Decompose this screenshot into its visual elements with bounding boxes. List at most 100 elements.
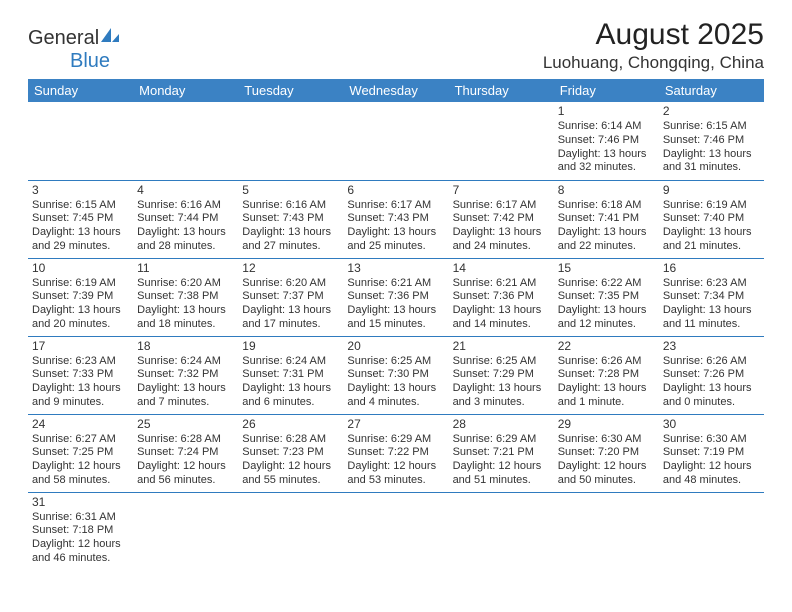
- calendar-cell: 5Sunrise: 6:16 AMSunset: 7:43 PMDaylight…: [238, 180, 343, 258]
- daylight-2: and 51 minutes.: [453, 474, 550, 488]
- calendar-cell: 8Sunrise: 6:18 AMSunset: 7:41 PMDaylight…: [554, 180, 659, 258]
- sunrise: Sunrise: 6:23 AM: [663, 277, 760, 291]
- sunset: Sunset: 7:44 PM: [137, 212, 234, 226]
- calendar-cell: 27Sunrise: 6:29 AMSunset: 7:22 PMDayligh…: [343, 414, 448, 492]
- location: Luohuang, Chongqing, China: [543, 53, 764, 73]
- daylight-1: Daylight: 12 hours: [663, 460, 760, 474]
- calendar-cell: [659, 492, 764, 570]
- daylight-2: and 21 minutes.: [663, 240, 760, 254]
- calendar-cell: [133, 102, 238, 180]
- sunrise: Sunrise: 6:17 AM: [347, 199, 444, 213]
- day-number: 23: [663, 339, 760, 354]
- sunrise: Sunrise: 6:27 AM: [32, 433, 129, 447]
- daylight-2: and 46 minutes.: [32, 552, 129, 566]
- daylight-2: and 18 minutes.: [137, 318, 234, 332]
- daylight-2: and 22 minutes.: [558, 240, 655, 254]
- calendar-cell: 4Sunrise: 6:16 AMSunset: 7:44 PMDaylight…: [133, 180, 238, 258]
- daylight-2: and 4 minutes.: [347, 396, 444, 410]
- calendar-cell: 28Sunrise: 6:29 AMSunset: 7:21 PMDayligh…: [449, 414, 554, 492]
- daylight-1: Daylight: 13 hours: [242, 304, 339, 318]
- calendar-cell: 24Sunrise: 6:27 AMSunset: 7:25 PMDayligh…: [28, 414, 133, 492]
- day-number: 7: [453, 183, 550, 198]
- daylight-1: Daylight: 12 hours: [32, 460, 129, 474]
- sunrise: Sunrise: 6:28 AM: [137, 433, 234, 447]
- calendar-cell: 3Sunrise: 6:15 AMSunset: 7:45 PMDaylight…: [28, 180, 133, 258]
- daylight-2: and 29 minutes.: [32, 240, 129, 254]
- calendar-cell: 29Sunrise: 6:30 AMSunset: 7:20 PMDayligh…: [554, 414, 659, 492]
- day-number: 9: [663, 183, 760, 198]
- daylight-2: and 27 minutes.: [242, 240, 339, 254]
- sunset: Sunset: 7:29 PM: [453, 368, 550, 382]
- calendar-row: 31Sunrise: 6:31 AMSunset: 7:18 PMDayligh…: [28, 492, 764, 570]
- day-number: 24: [32, 417, 129, 432]
- sunset: Sunset: 7:31 PM: [242, 368, 339, 382]
- daylight-1: Daylight: 13 hours: [558, 382, 655, 396]
- sunset: Sunset: 7:26 PM: [663, 368, 760, 382]
- calendar-cell: [343, 102, 448, 180]
- daylight-2: and 15 minutes.: [347, 318, 444, 332]
- calendar-cell: [238, 102, 343, 180]
- daylight-1: Daylight: 13 hours: [242, 382, 339, 396]
- daylight-2: and 56 minutes.: [137, 474, 234, 488]
- day-number: 28: [453, 417, 550, 432]
- daylight-1: Daylight: 13 hours: [453, 226, 550, 240]
- sunset: Sunset: 7:30 PM: [347, 368, 444, 382]
- daylight-1: Daylight: 13 hours: [347, 382, 444, 396]
- sunrise: Sunrise: 6:21 AM: [347, 277, 444, 291]
- daylight-1: Daylight: 13 hours: [558, 226, 655, 240]
- day-number: 6: [347, 183, 444, 198]
- sunrise: Sunrise: 6:20 AM: [137, 277, 234, 291]
- weekday-header: Thursday: [449, 79, 554, 102]
- calendar-table: SundayMondayTuesdayWednesdayThursdayFrid…: [28, 79, 764, 570]
- month-title: August 2025: [543, 18, 764, 51]
- day-number: 19: [242, 339, 339, 354]
- day-number: 25: [137, 417, 234, 432]
- daylight-1: Daylight: 12 hours: [453, 460, 550, 474]
- sunrise: Sunrise: 6:26 AM: [558, 355, 655, 369]
- sunrise: Sunrise: 6:28 AM: [242, 433, 339, 447]
- calendar-cell: 9Sunrise: 6:19 AMSunset: 7:40 PMDaylight…: [659, 180, 764, 258]
- day-number: 1: [558, 104, 655, 119]
- calendar-cell: 25Sunrise: 6:28 AMSunset: 7:24 PMDayligh…: [133, 414, 238, 492]
- daylight-2: and 50 minutes.: [558, 474, 655, 488]
- day-number: 2: [663, 104, 760, 119]
- day-number: 27: [347, 417, 444, 432]
- sunset: Sunset: 7:38 PM: [137, 290, 234, 304]
- sunrise: Sunrise: 6:17 AM: [453, 199, 550, 213]
- sunrise: Sunrise: 6:22 AM: [558, 277, 655, 291]
- daylight-2: and 3 minutes.: [453, 396, 550, 410]
- weekday-header: Wednesday: [343, 79, 448, 102]
- sunset: Sunset: 7:19 PM: [663, 446, 760, 460]
- day-number: 11: [137, 261, 234, 276]
- calendar-row: 24Sunrise: 6:27 AMSunset: 7:25 PMDayligh…: [28, 414, 764, 492]
- sunset: Sunset: 7:39 PM: [32, 290, 129, 304]
- sunset: Sunset: 7:40 PM: [663, 212, 760, 226]
- day-number: 18: [137, 339, 234, 354]
- daylight-2: and 17 minutes.: [242, 318, 339, 332]
- daylight-1: Daylight: 13 hours: [32, 226, 129, 240]
- sunrise: Sunrise: 6:25 AM: [347, 355, 444, 369]
- daylight-1: Daylight: 13 hours: [558, 148, 655, 162]
- calendar-cell: 14Sunrise: 6:21 AMSunset: 7:36 PMDayligh…: [449, 258, 554, 336]
- daylight-2: and 12 minutes.: [558, 318, 655, 332]
- sunset: Sunset: 7:45 PM: [32, 212, 129, 226]
- day-number: 15: [558, 261, 655, 276]
- sunrise: Sunrise: 6:19 AM: [32, 277, 129, 291]
- daylight-1: Daylight: 13 hours: [137, 304, 234, 318]
- calendar-cell: 10Sunrise: 6:19 AMSunset: 7:39 PMDayligh…: [28, 258, 133, 336]
- daylight-1: Daylight: 12 hours: [558, 460, 655, 474]
- sunrise: Sunrise: 6:23 AM: [32, 355, 129, 369]
- sunrise: Sunrise: 6:25 AM: [453, 355, 550, 369]
- daylight-1: Daylight: 12 hours: [137, 460, 234, 474]
- daylight-2: and 28 minutes.: [137, 240, 234, 254]
- day-number: 21: [453, 339, 550, 354]
- day-number: 10: [32, 261, 129, 276]
- calendar-cell: 23Sunrise: 6:26 AMSunset: 7:26 PMDayligh…: [659, 336, 764, 414]
- daylight-1: Daylight: 13 hours: [137, 382, 234, 396]
- sunset: Sunset: 7:46 PM: [558, 134, 655, 148]
- sunset: Sunset: 7:41 PM: [558, 212, 655, 226]
- daylight-1: Daylight: 13 hours: [32, 304, 129, 318]
- calendar-cell: [133, 492, 238, 570]
- day-number: 13: [347, 261, 444, 276]
- day-number: 30: [663, 417, 760, 432]
